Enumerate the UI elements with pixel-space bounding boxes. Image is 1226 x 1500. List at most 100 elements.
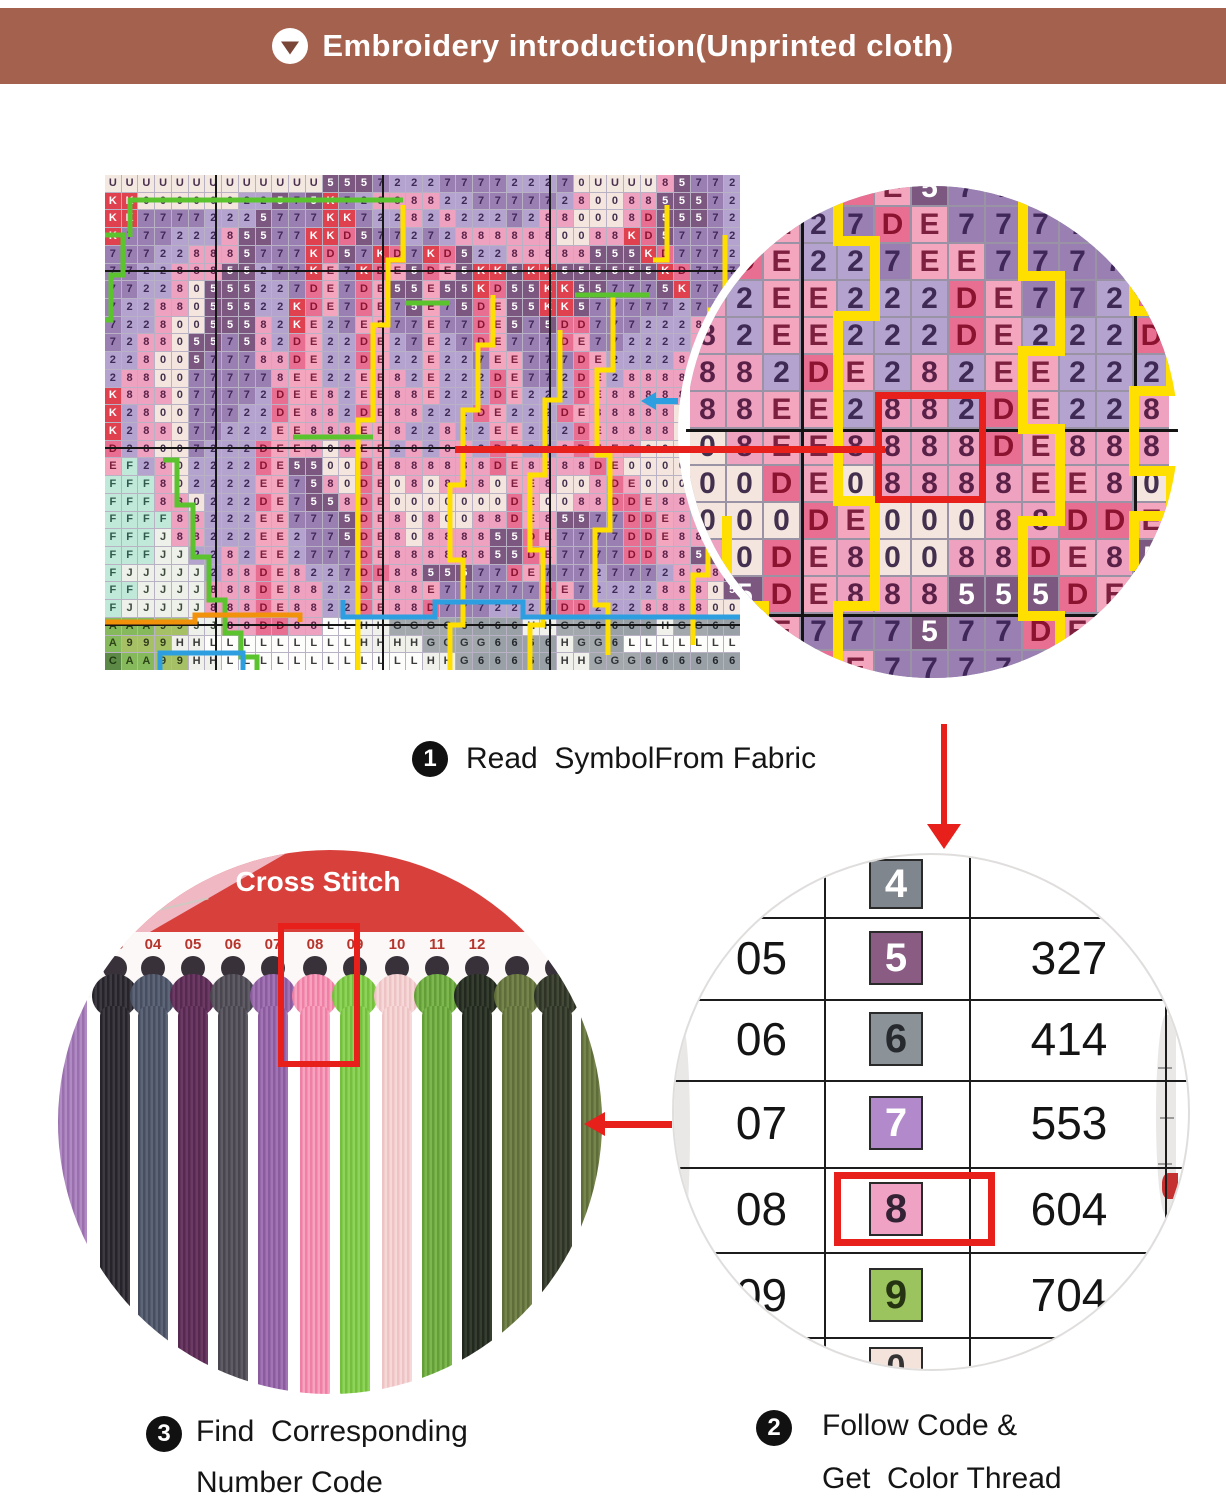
stitch-cell: 7 xyxy=(138,210,155,228)
stitch-cell: 7 xyxy=(1060,281,1095,316)
stitch-cell: E xyxy=(657,529,674,546)
stitch-cell: F xyxy=(138,493,155,511)
stitch-cell: E xyxy=(289,422,305,440)
stitch-cell: E xyxy=(764,392,799,427)
stitch-cell: K xyxy=(473,281,489,298)
stitch-cell: L xyxy=(305,653,322,670)
stitch-cell: 7 xyxy=(439,316,456,334)
stitch-cell: 9 xyxy=(171,617,188,635)
stitch-cell: D xyxy=(489,387,506,405)
stitch-cell: H xyxy=(188,653,205,670)
stitch-cell: G xyxy=(456,635,473,653)
stitch-cell: E xyxy=(372,405,389,422)
stitch-cell: 8 xyxy=(423,192,439,210)
stitch-cell: 8 xyxy=(506,245,523,263)
stitch-cell: 2 xyxy=(473,369,489,387)
stitch-cell: 0 xyxy=(727,503,762,538)
hole-number-label: 06 xyxy=(224,936,242,953)
stitch-cell: D xyxy=(986,392,1021,427)
stitch-cell: E xyxy=(506,422,523,440)
stitch-cell: E xyxy=(423,281,439,298)
stitch-cell: 8 xyxy=(556,458,573,476)
stitch-cell: 2 xyxy=(456,352,473,369)
stitch-cell: 2 xyxy=(506,600,523,617)
stitch-cell: 7 xyxy=(556,529,573,546)
stitch-cell: F xyxy=(138,546,155,564)
stitch-cell: 6 xyxy=(473,617,489,635)
stitch-cell: 8 xyxy=(674,369,690,387)
stitch-cell: 8 xyxy=(406,387,422,405)
stitch-cell: 5 xyxy=(339,511,356,529)
stitch-cell: L xyxy=(272,653,289,670)
stitch-cell: D xyxy=(640,210,657,228)
stitch-cell: L xyxy=(322,653,339,670)
stitch-cell: 8 xyxy=(305,440,322,458)
step2-badge: 2 xyxy=(756,1410,792,1446)
stitch-cell: 7 xyxy=(171,210,188,228)
stitch-cell: 2 xyxy=(339,600,356,617)
grid-bold-line xyxy=(105,447,740,449)
stitch-cell: 8 xyxy=(439,440,456,458)
stitch-cell: 8 xyxy=(406,405,422,422)
stitch-cell: 8 xyxy=(155,298,171,316)
stitch-cell: 2 xyxy=(912,281,947,316)
stitch-cell: D xyxy=(764,577,799,612)
stitch-cell: 2 xyxy=(205,529,222,546)
stitch-cell: 7 xyxy=(473,352,489,369)
stitch-cell: J xyxy=(205,617,222,635)
stitch-cell: 2 xyxy=(322,369,339,387)
stitch-cell: 8 xyxy=(389,582,406,600)
stitch-cell: 8 xyxy=(138,405,155,422)
stitch-cell: 7 xyxy=(322,511,339,529)
stitch-cell: 2 xyxy=(556,422,573,440)
stitch-cell: J xyxy=(155,564,171,582)
stitch-cell: E xyxy=(801,577,836,612)
stitch-cell: 8 xyxy=(674,529,690,546)
stitch-cell: 5 xyxy=(506,546,523,564)
red-down-arrow-icon xyxy=(927,824,961,849)
stitch-cell: 7 xyxy=(205,422,222,440)
stitch-cell: U xyxy=(238,175,255,192)
stitch-cell: 7 xyxy=(305,210,322,228)
stitch-cell: 7 xyxy=(623,564,640,582)
stitch-cell: H xyxy=(372,617,389,635)
stitch-cell: 8 xyxy=(121,387,138,405)
stitch-cell: D xyxy=(356,334,372,352)
stitch-cell: 8 xyxy=(523,228,540,245)
ruler-tick xyxy=(1160,1117,1174,1119)
stitch-cell: J xyxy=(155,582,171,600)
stitch-cell: D xyxy=(356,600,372,617)
stitch-cell: D xyxy=(272,617,289,635)
stitch-cell: 2 xyxy=(389,210,406,228)
stitch-cell: 7 xyxy=(590,546,607,564)
stitch-cell: 0 xyxy=(640,476,657,493)
stitch-cell: 8 xyxy=(473,546,489,564)
stitch-cell: E xyxy=(372,600,389,617)
stitch-cell: U xyxy=(255,175,272,192)
stitch-cell: 7 xyxy=(607,511,623,529)
stitch-cell: D xyxy=(356,405,372,422)
stitch-cell: 2 xyxy=(801,244,836,279)
stitch-cell: 7 xyxy=(764,651,799,678)
stitch-cell: 2 xyxy=(640,352,657,369)
thread-skein xyxy=(502,1006,532,1394)
stitch-cell: E xyxy=(1060,466,1095,501)
stitch-cell: 7 xyxy=(640,281,657,298)
stitch-cell: U xyxy=(155,175,171,192)
red-leader-line xyxy=(455,446,885,453)
stitch-cell: 2 xyxy=(121,316,138,334)
stitch-cell: D xyxy=(764,466,799,501)
stitch-cell: 7 xyxy=(523,369,540,387)
stitch-cell: 7 xyxy=(105,334,121,352)
stitch-cell: 8 xyxy=(523,245,540,263)
stitch-cell: 8 xyxy=(238,617,255,635)
stitch-cell: 2 xyxy=(372,210,389,228)
stitch-cell: 8 xyxy=(289,600,305,617)
stitch-cell: D xyxy=(305,281,322,298)
stitch-cell: 0 xyxy=(674,476,690,493)
stitch-cell: 0 xyxy=(423,476,439,493)
stitch-cell: 0 xyxy=(949,503,984,538)
stitch-cell: E xyxy=(423,369,439,387)
table-line xyxy=(674,917,1188,919)
